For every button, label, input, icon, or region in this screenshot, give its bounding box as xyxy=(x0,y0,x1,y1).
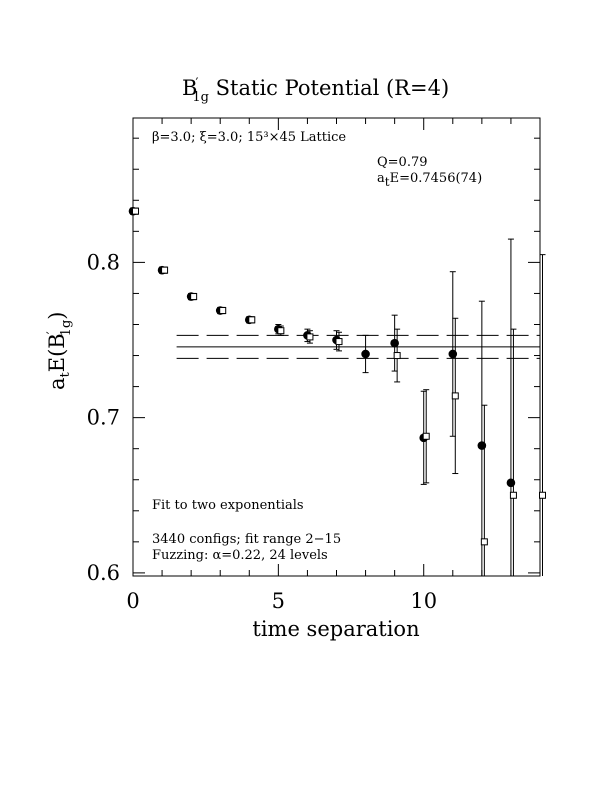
fit-quality: Q=0.79 xyxy=(377,155,428,170)
x-tick-label: 5 xyxy=(272,589,285,613)
data-point-circle xyxy=(361,349,370,359)
data-point-square xyxy=(248,316,256,324)
data-point-square xyxy=(393,352,401,360)
y-tick-label: 0.7 xyxy=(87,406,120,430)
data-point-square xyxy=(451,392,459,400)
data-point-square xyxy=(219,307,227,315)
fit-band xyxy=(176,334,540,359)
data-point-square xyxy=(539,491,546,499)
data-point-circle xyxy=(506,478,516,488)
fit-method-note: Fit to two exponentials xyxy=(152,498,304,513)
fuzzing-note: Fuzzing: α=0.22, 24 levels xyxy=(152,548,328,563)
series-open-squares xyxy=(132,207,546,576)
y-tick-label: 0.8 xyxy=(87,250,120,274)
lattice-note: β=3.0; ξ=3.0; 15³×45 Lattice xyxy=(152,130,346,145)
data-point-square xyxy=(422,432,430,440)
y-tick-label: 0.6 xyxy=(87,561,120,585)
configs-note: 3440 configs; fit range 2−15 xyxy=(152,532,341,547)
data-point-square xyxy=(161,266,169,274)
data-point-square xyxy=(306,333,314,341)
y-axis-label: atE(B′1g) xyxy=(45,312,74,390)
data-point-square xyxy=(132,207,139,215)
series-filled-circles xyxy=(128,206,516,576)
x-tick-label: 0 xyxy=(126,589,139,613)
x-axis-label: time separation xyxy=(252,617,419,641)
data-point-square xyxy=(509,491,517,499)
chart-title: B′ 1g Static Potential (R=4) xyxy=(182,76,449,105)
x-tick-label: 10 xyxy=(410,589,437,613)
tick-labels: 0 5 10 0.6 0.7 0.8 xyxy=(87,250,437,613)
data-point-circle xyxy=(390,338,399,348)
data-point-square xyxy=(190,293,198,301)
fit-energy: atE=0.7456(74) xyxy=(377,171,482,189)
data-point-circle xyxy=(477,441,487,450)
data-point-square xyxy=(480,538,488,546)
axis-ticks xyxy=(132,118,541,576)
data-point-circle xyxy=(448,349,458,359)
data-point-square xyxy=(335,338,343,346)
data-point-square xyxy=(277,327,285,335)
